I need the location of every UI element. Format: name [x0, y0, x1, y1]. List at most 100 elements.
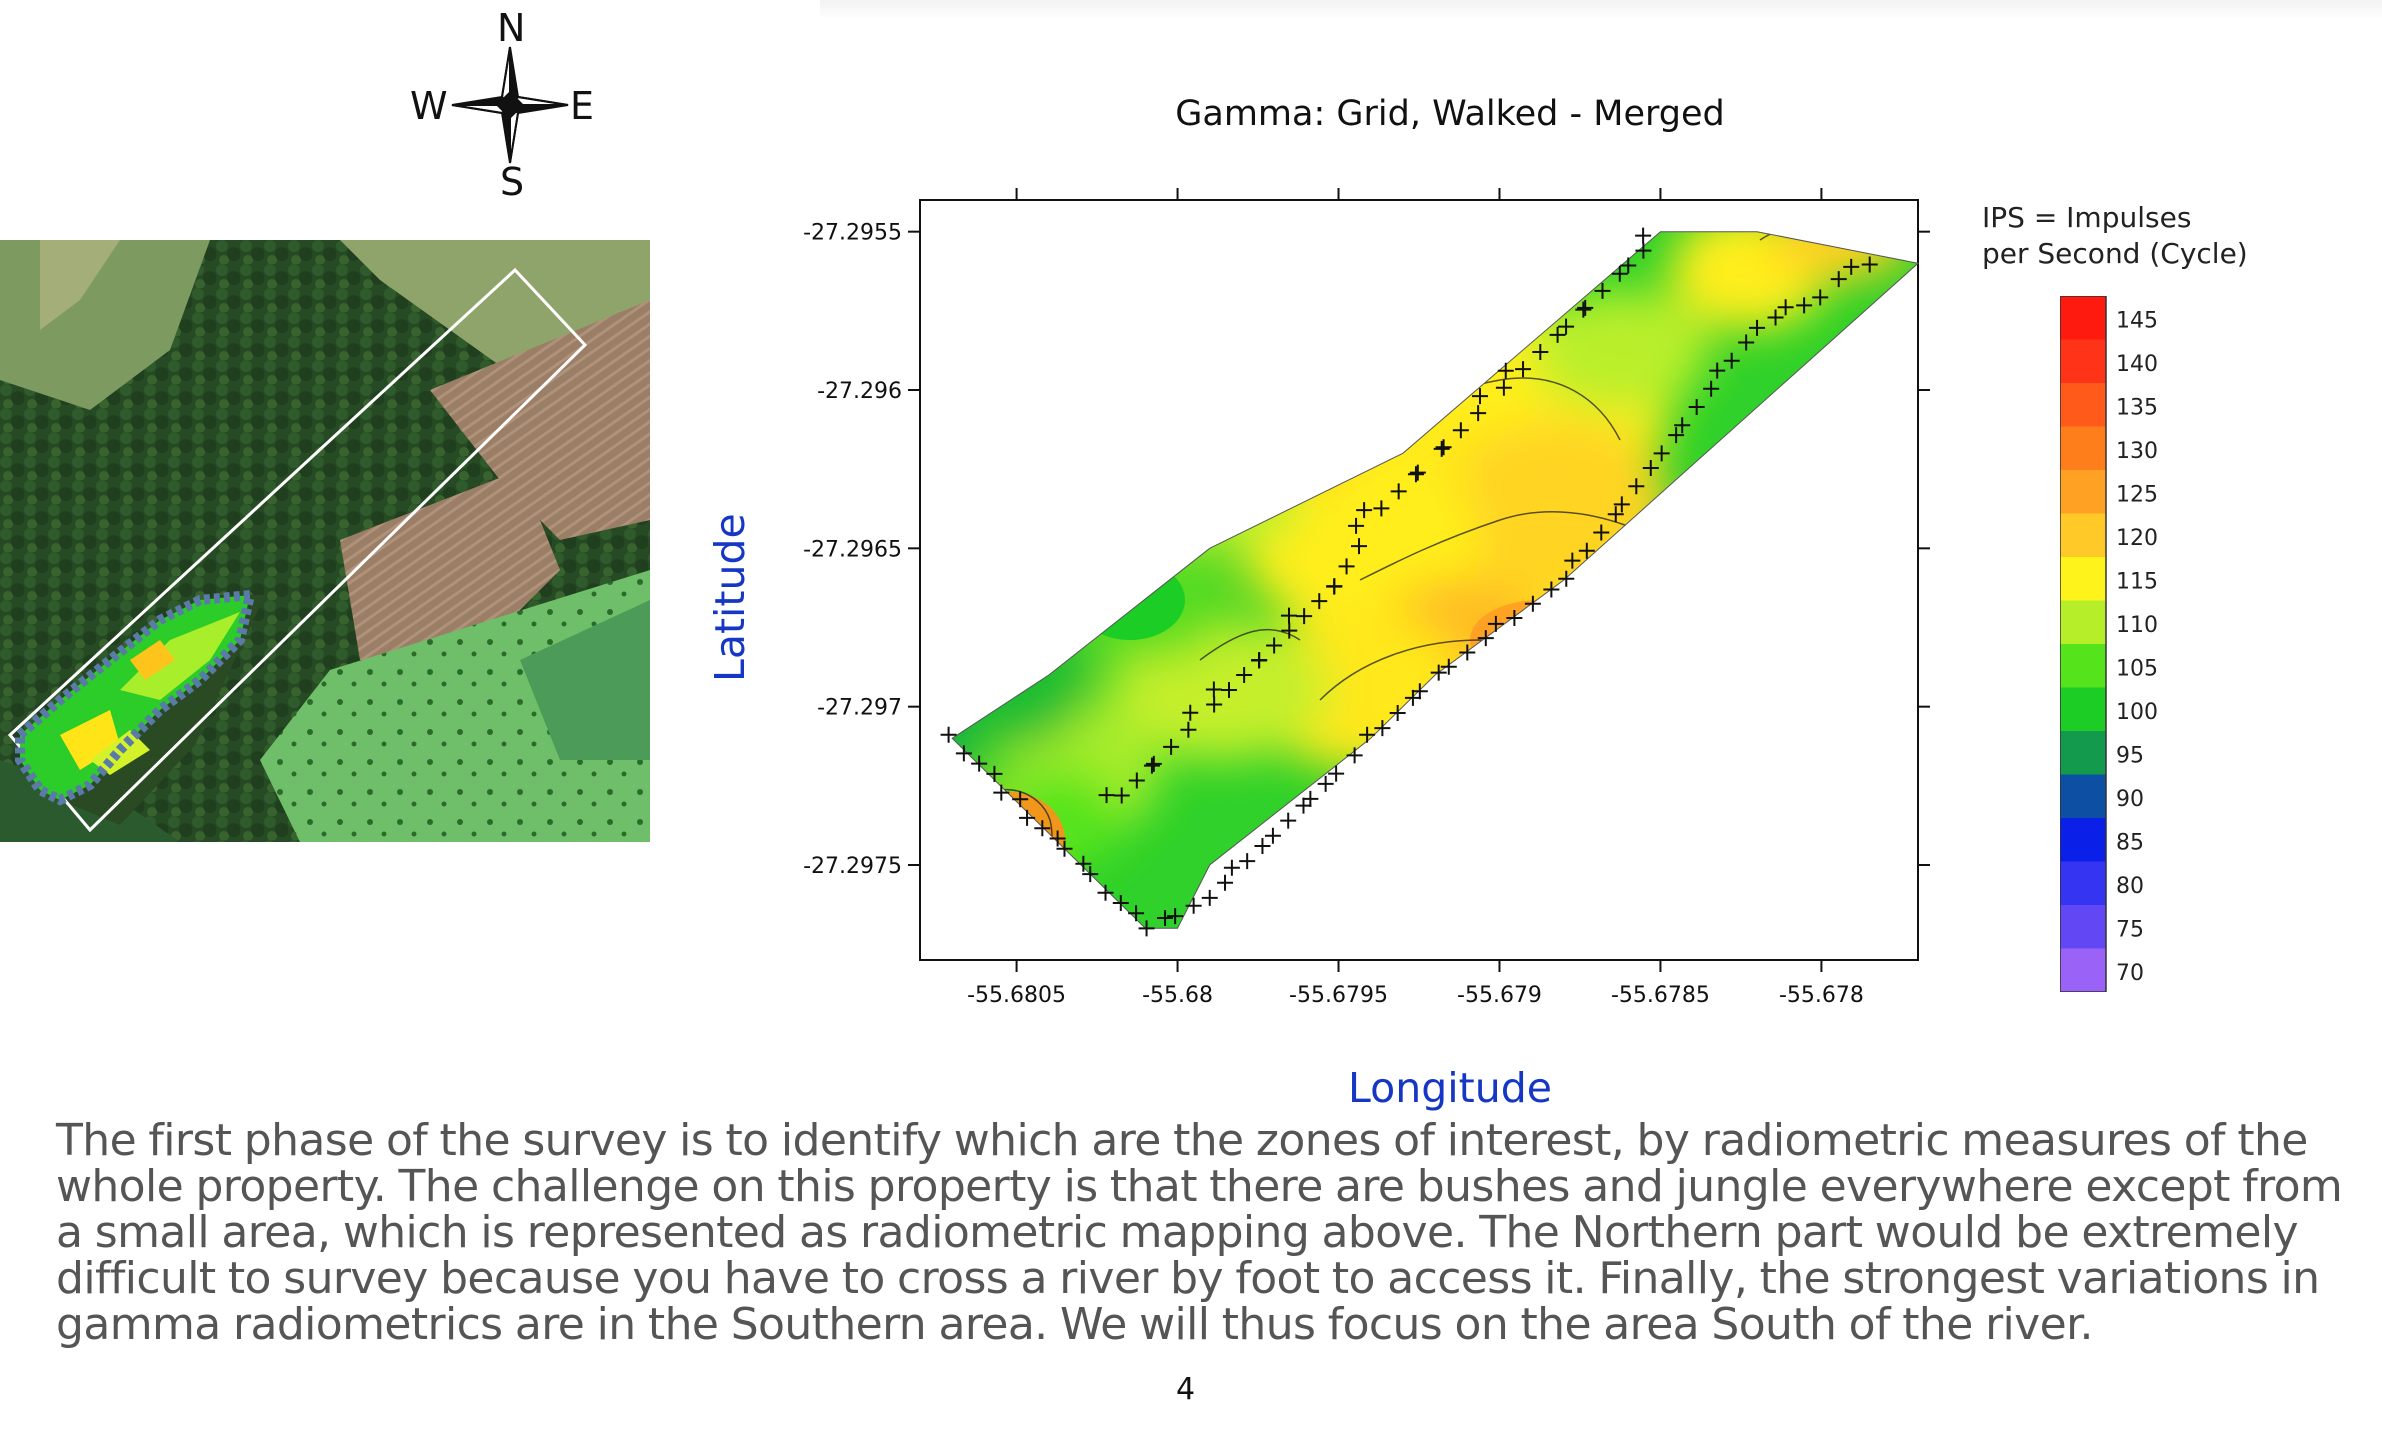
track-marker	[1777, 299, 1794, 316]
track-marker	[1185, 897, 1202, 914]
track-marker	[1351, 538, 1368, 555]
satellite-map-image	[0, 240, 650, 842]
walked-track-markers	[940, 227, 1878, 937]
track-marker	[1201, 889, 1218, 906]
track-marker	[1326, 578, 1343, 595]
track-marker	[1524, 595, 1541, 612]
track-marker	[1280, 607, 1297, 624]
legend-title: IPS = Impulses per Second (Cycle)	[1982, 200, 2262, 272]
track-marker	[1628, 478, 1645, 495]
track-marker	[1205, 681, 1222, 698]
legend-swatch	[2060, 339, 2106, 384]
track-marker	[1236, 667, 1253, 683]
track-marker	[1620, 257, 1637, 274]
track-marker	[1578, 542, 1595, 559]
track-marker	[1435, 439, 1452, 456]
track-marker	[1575, 301, 1592, 318]
legend-swatch	[2060, 600, 2106, 645]
chart-title: Gamma: Grid, Walked - Merged	[1175, 94, 1725, 134]
track-marker	[1019, 809, 1036, 826]
legend-title-line1: IPS = Impulses	[1982, 201, 2192, 234]
track-marker	[1373, 500, 1390, 517]
track-marker	[1642, 459, 1659, 476]
track-marker	[993, 784, 1010, 801]
track-marker	[1433, 440, 1450, 457]
track-marker	[1280, 812, 1297, 829]
track-marker	[1143, 757, 1160, 774]
track-marker	[1549, 326, 1566, 343]
x-axis-label: Longitude	[1348, 1064, 1552, 1112]
compass-star-icon	[451, 46, 569, 164]
track-marker	[1611, 265, 1628, 282]
legend-swatch	[2060, 948, 2106, 992]
y-tick-label: -27.2965	[803, 537, 902, 562]
track-marker	[1049, 830, 1066, 847]
track-marker	[1239, 853, 1256, 870]
y-tick-label: -27.297	[817, 696, 902, 721]
body-paragraph: The first phase of the survey is to iden…	[56, 1115, 2343, 1350]
y-tick-label: -27.2975	[803, 854, 902, 879]
track-marker	[1128, 772, 1145, 789]
legend-label: 105	[2116, 656, 2158, 681]
track-marker	[1607, 506, 1624, 523]
legend-label: 115	[2116, 569, 2158, 594]
track-marker	[1254, 838, 1271, 854]
legend-swatch	[2060, 818, 2106, 862]
track-marker	[1495, 379, 1512, 396]
legend-swatch	[2060, 383, 2106, 427]
legend-label: 70	[2116, 961, 2144, 986]
track-marker	[1374, 720, 1391, 737]
compass-south-label: S	[500, 160, 525, 204]
y-tick-label: -27.2955	[803, 221, 902, 246]
track-marker	[1749, 319, 1766, 336]
legend-frame	[2060, 296, 2107, 992]
track-marker	[1311, 593, 1328, 610]
compass-north-label: N	[497, 6, 526, 50]
track-marker	[1266, 637, 1283, 654]
track-marker	[1348, 517, 1365, 534]
legend-label: 85	[2116, 830, 2144, 855]
legend-label: 125	[2116, 482, 2158, 507]
track-marker	[1497, 362, 1514, 379]
compass-west-label: W	[410, 84, 448, 128]
track-marker	[1452, 422, 1469, 439]
survey-outline	[951, 231, 1920, 929]
track-marker	[1593, 524, 1610, 541]
survey-boundary	[951, 231, 1920, 929]
x-tick-label: -55.6785	[1611, 983, 1710, 1008]
legend-swatch	[2060, 644, 2106, 688]
track-marker	[1843, 258, 1860, 275]
x-tick-label: -55.679	[1457, 983, 1542, 1008]
legend-swatch	[2060, 470, 2106, 514]
track-marker	[1128, 905, 1145, 922]
track-marker	[1738, 334, 1755, 351]
gamma-heatmap-plot: -55.6805 -55.68 -55.6795 -55.679 -55.6785 -55…	[803, 188, 1930, 1008]
track-marker	[1723, 352, 1740, 369]
track-marker	[1635, 242, 1652, 259]
y-axis-label: Latitude	[706, 513, 754, 682]
legend-swatch	[2060, 513, 2106, 558]
track-marker	[1112, 895, 1129, 911]
track-marker	[1558, 570, 1575, 587]
track-marker	[1796, 297, 1813, 314]
track-marker	[1223, 859, 1240, 876]
track-marker	[1709, 362, 1726, 379]
legend-label: 100	[2116, 700, 2158, 725]
plot-axes: -55.6805 -55.68 -55.6795 -55.679 -55.6785 -55…	[803, 188, 1930, 1008]
track-marker	[1594, 282, 1611, 299]
legend-title-line2: per Second (Cycle)	[1982, 237, 2248, 270]
legend-label: 135	[2116, 395, 2158, 420]
track-marker	[1082, 866, 1099, 883]
legend-label: 120	[2116, 526, 2158, 551]
legend-swatch	[2060, 296, 2106, 340]
track-marker	[1767, 309, 1784, 326]
track-marker	[1861, 256, 1878, 273]
legend-swatch	[2060, 731, 2106, 775]
legend-label: 75	[2116, 917, 2144, 942]
track-marker	[1487, 615, 1504, 632]
track-marker	[1472, 388, 1489, 405]
legend-swatch	[2060, 905, 2106, 949]
legend-label: 95	[2116, 743, 2144, 768]
track-marker	[1409, 464, 1426, 481]
track-marker	[1221, 681, 1238, 698]
